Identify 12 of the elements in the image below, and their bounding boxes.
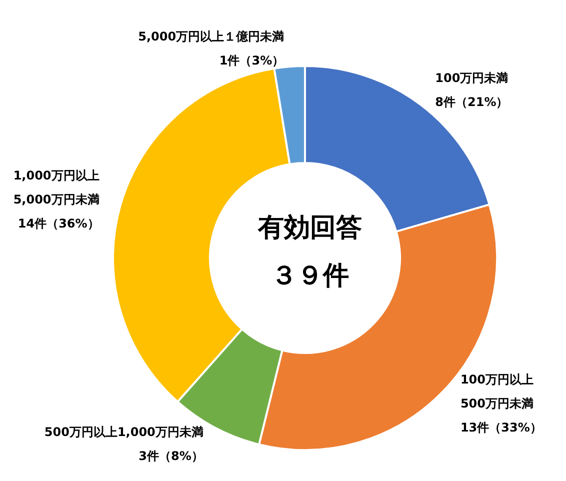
data-label: 13件（33%）: [460, 420, 542, 434]
slice-label: 100万円以上 500万円未満: [460, 372, 534, 410]
slice-label: 5,000万円以上１億円未満: [138, 30, 284, 44]
data-label: 14件（36%）: [18, 216, 100, 231]
data-label: 1件（3%）: [219, 54, 284, 68]
slice-label: 1,000万円以上 5,000万円未満: [13, 168, 100, 207]
data-label: 8件（21%）: [435, 95, 508, 110]
slice-label: 100万円未満: [435, 71, 508, 86]
data-label: 3件（8%）: [138, 448, 204, 463]
text: 有効回答: [257, 213, 362, 243]
slice-label: 500万円以上1,000万円未満: [44, 424, 204, 439]
text: ３９件: [271, 261, 349, 291]
